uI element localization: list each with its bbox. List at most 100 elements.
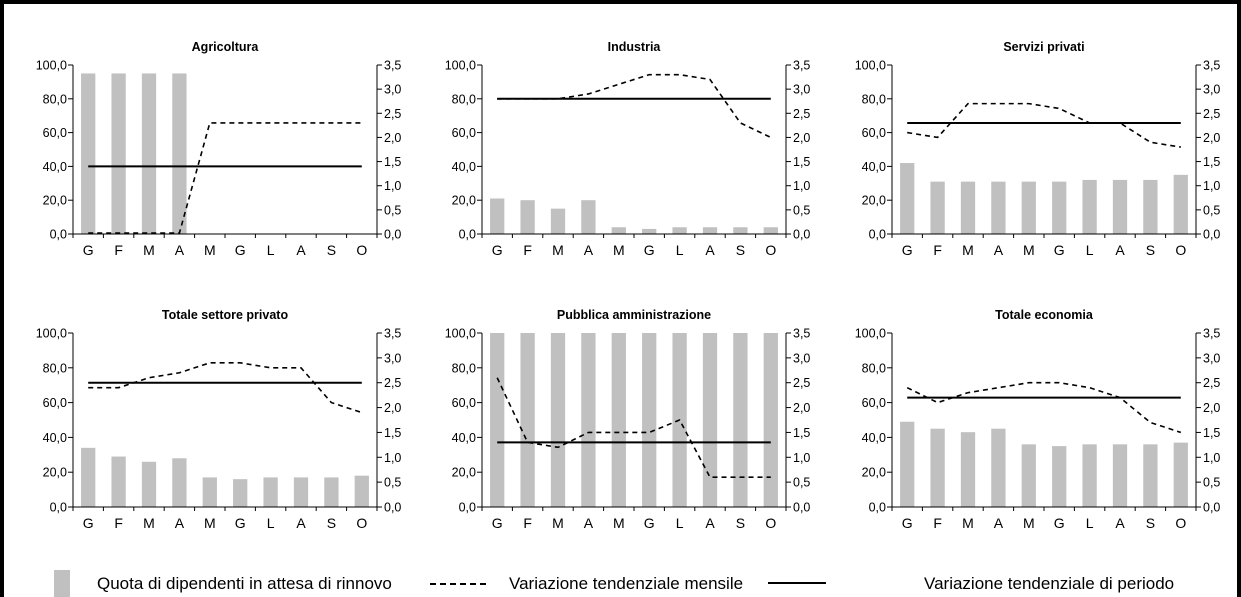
bar-a-4 (172, 458, 187, 507)
x-tick-label: F (114, 515, 123, 531)
bar-m-5 (202, 477, 217, 507)
x-tick-label: A (296, 242, 306, 258)
bar-g-1 (81, 73, 96, 234)
left-tick-label: 20,0 (862, 194, 886, 208)
x-tick-label: A (705, 242, 715, 258)
legend-swatch-bar (54, 570, 70, 597)
right-tick-label: 0,0 (1203, 501, 1220, 515)
right-tick-label: 0,0 (384, 228, 401, 242)
right-tick-label: 1,5 (384, 426, 401, 440)
bar-a-4 (581, 200, 596, 234)
right-tick-label: 3,5 (384, 59, 401, 73)
bar-g-6 (1052, 446, 1067, 507)
x-tick-label: G (902, 515, 913, 531)
chart-title: Industria (608, 40, 662, 54)
bar-a-4 (991, 181, 1006, 234)
right-tick-label: 3,0 (1203, 351, 1220, 365)
x-tick-label: G (235, 242, 246, 258)
bar-m-3 (141, 461, 157, 507)
x-tick-label: A (994, 515, 1004, 531)
x-tick-label: A (1115, 515, 1125, 531)
right-tick-label: 2,0 (1203, 401, 1220, 415)
x-tick-label: M (143, 515, 155, 531)
x-tick-label: L (676, 242, 684, 258)
x-tick-label: A (584, 515, 594, 531)
right-tick-label: 1,5 (793, 155, 810, 169)
x-tick-label: M (552, 515, 564, 531)
left-tick-label: 20,0 (452, 194, 476, 208)
x-tick-label: F (933, 515, 942, 531)
left-tick-label: 40,0 (43, 160, 67, 174)
right-tick-label: 2,5 (1203, 107, 1220, 121)
right-tick-label: 2,0 (384, 131, 401, 145)
x-tick-label: G (902, 242, 913, 258)
left-tick-label: 100,0 (36, 327, 67, 341)
x-tick-label: O (1175, 242, 1186, 258)
bar-g-1 (900, 421, 915, 507)
right-tick-label: 1,0 (793, 451, 810, 465)
right-tick-label: 3,0 (793, 83, 810, 97)
bar-g-1 (490, 198, 505, 234)
series-line-monthly (496, 377, 771, 478)
left-tick-label: 20,0 (862, 466, 886, 480)
right-tick-label: 3,0 (793, 351, 810, 365)
left-tick-label: 0,0 (50, 501, 67, 515)
right-tick-label: 1,0 (384, 451, 401, 465)
chart-title: Agricoltura (192, 40, 260, 54)
x-tick-label: S (736, 242, 745, 258)
bar-s-9 (1143, 179, 1158, 234)
bar-m-5 (1021, 444, 1036, 507)
left-tick-label: 80,0 (862, 92, 886, 106)
bar-o-10 (1173, 174, 1188, 234)
right-tick-label: 3,0 (384, 83, 401, 97)
right-tick-label: 2,0 (1203, 131, 1220, 145)
left-tick-label: 40,0 (452, 160, 476, 174)
x-tick-label: A (175, 515, 185, 531)
x-tick-label: G (83, 242, 94, 258)
bar-g-1 (900, 163, 915, 234)
x-tick-label: G (1054, 515, 1065, 531)
x-tick-label: M (962, 242, 974, 258)
x-tick-label: G (644, 515, 655, 531)
chart-title: Totale settore privato (162, 308, 289, 322)
legend-label-solid: Variazione tendenziale di periodo (924, 574, 1175, 593)
right-tick-label: 0,0 (1203, 228, 1220, 242)
bar-a-8 (702, 227, 718, 234)
right-tick-label: 1,0 (384, 179, 401, 193)
right-tick-label: 2,5 (384, 107, 401, 121)
left-tick-label: 80,0 (452, 361, 476, 375)
right-tick-label: 3,0 (384, 351, 401, 365)
x-tick-label: S (736, 515, 745, 531)
x-tick-label: F (114, 242, 123, 258)
right-tick-label: 2,5 (793, 376, 810, 390)
bar-o-10 (1173, 442, 1188, 507)
right-tick-label: 0,0 (793, 501, 810, 515)
right-tick-label: 2,0 (793, 401, 810, 415)
legend-label-dashed: Variazione tendenziale mensile (509, 574, 744, 593)
right-tick-label: 1,5 (793, 426, 810, 440)
right-tick-label: 1,0 (1203, 451, 1220, 465)
x-tick-label: G (235, 515, 246, 531)
left-tick-label: 40,0 (862, 431, 886, 445)
left-tick-label: 0,0 (869, 228, 886, 242)
bar-g-6 (642, 333, 657, 507)
left-tick-label: 60,0 (43, 396, 67, 410)
x-tick-label: L (267, 242, 275, 258)
left-tick-label: 100,0 (855, 327, 886, 341)
bar-m-5 (1021, 181, 1036, 234)
x-tick-label: A (584, 242, 594, 258)
x-tick-label: O (356, 242, 367, 258)
x-tick-label: A (175, 242, 185, 258)
x-tick-label: G (644, 242, 655, 258)
left-tick-label: 0,0 (459, 501, 476, 515)
right-tick-label: 2,0 (793, 131, 810, 145)
right-tick-label: 2,5 (1203, 376, 1220, 390)
left-tick-label: 60,0 (452, 126, 476, 140)
bar-m-3 (550, 208, 566, 234)
left-tick-label: 80,0 (862, 361, 886, 375)
bar-l-7 (1082, 444, 1097, 507)
right-tick-label: 0,5 (1203, 203, 1220, 217)
bar-a-4 (991, 428, 1006, 507)
left-tick-label: 40,0 (452, 431, 476, 445)
x-tick-label: F (523, 242, 532, 258)
